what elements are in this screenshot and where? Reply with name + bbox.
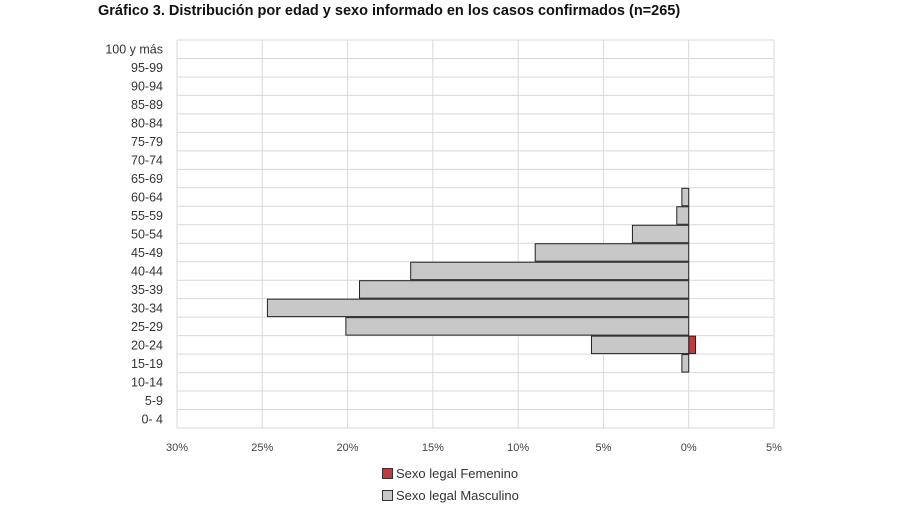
bar-male [266, 298, 690, 318]
bar-male [534, 243, 690, 262]
y-tick-label: 5-9 [145, 394, 163, 408]
bar-male [359, 280, 690, 299]
x-tick-label: 20% [337, 442, 359, 454]
y-tick-label: 30-34 [131, 301, 163, 315]
y-tick-label: 0- 4 [141, 412, 163, 426]
y-tick-label: 65-69 [131, 172, 163, 186]
y-tick-label: 25-29 [131, 320, 163, 334]
bar-male [631, 224, 690, 244]
bar-male [410, 261, 690, 281]
x-tick-label: 15% [422, 442, 444, 454]
x-axis-labels: 30% 25% 20% 15% 10% 5% 0% 5% [166, 442, 782, 454]
x-tick-label: 10% [507, 442, 529, 454]
y-tick-label: 60-64 [131, 191, 163, 205]
bar-male [345, 317, 690, 336]
legend-swatch-male [382, 489, 393, 501]
y-tick-label: 85-89 [131, 98, 163, 112]
legend-item-male: Sexo legal Masculino [382, 484, 519, 506]
chart-title: Gráfico 3. Distribución por edad y sexo … [98, 3, 681, 19]
y-tick-label: 75-79 [131, 135, 163, 149]
x-tick-label: 30% [166, 442, 188, 454]
y-tick-label: 100 y más [105, 43, 163, 57]
bar-male [681, 354, 690, 373]
y-tick-label: 95-99 [131, 61, 163, 75]
legend-swatch-female [382, 467, 393, 479]
bar-female [688, 335, 697, 355]
x-tick-label: 5% [766, 442, 782, 454]
legend-item-female: Sexo legal Femenino [382, 462, 519, 484]
y-axis-labels: 100 y más 95-99 90-94 85-89 80-84 75-79 70-74 6… [105, 43, 163, 427]
x-tick-label: 0% [681, 442, 697, 454]
bar-male [590, 335, 690, 355]
y-tick-label: 20-24 [131, 338, 163, 352]
legend: Sexo legal Femenino Sexo legal Masculino [382, 462, 519, 506]
x-tick-label: 5% [595, 442, 611, 454]
x-tick-label: 25% [251, 442, 273, 454]
y-tick-label: 50-54 [131, 228, 163, 242]
y-tick-label: 55-59 [131, 209, 163, 223]
y-tick-label: 15-19 [131, 357, 163, 371]
y-tick-label: 10-14 [131, 375, 163, 389]
y-tick-label: 35-39 [131, 283, 163, 297]
y-tick-label: 40-44 [131, 264, 163, 278]
bars [266, 187, 697, 373]
y-tick-label: 45-49 [131, 246, 163, 260]
bar-male [681, 187, 690, 207]
legend-label-male: Sexo legal Masculino [396, 487, 519, 503]
bar-male [676, 206, 690, 225]
y-tick-label: 90-94 [131, 80, 163, 94]
y-tick-label: 70-74 [131, 154, 163, 168]
legend-label-female: Sexo legal Femenino [396, 465, 519, 481]
y-tick-label: 80-84 [131, 117, 163, 131]
